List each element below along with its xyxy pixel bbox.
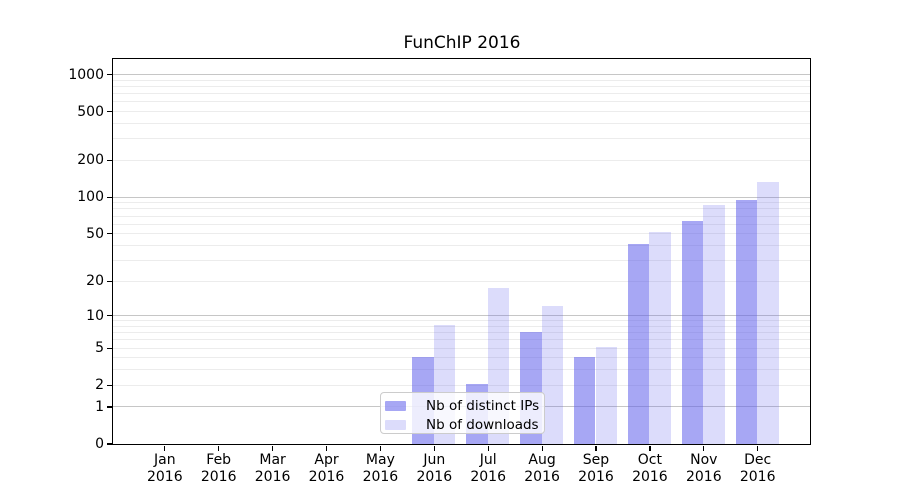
- y-tick: [107, 196, 112, 198]
- x-tick: [703, 446, 705, 451]
- y-tick: [107, 406, 112, 408]
- legend-item: Nb of downloads: [385, 417, 544, 433]
- plot-area: Nb of distinct IPs Nb of downloads: [112, 58, 811, 445]
- y-tick-label: 50: [86, 225, 104, 242]
- x-tick: [325, 446, 328, 451]
- gridline: [113, 259, 810, 261]
- x-tick: [487, 446, 489, 451]
- x-tick-label: Feb 2016: [200, 452, 237, 485]
- gridline: [113, 369, 810, 371]
- x-tick-label: Jul 2016: [470, 452, 506, 485]
- bar: [681, 221, 704, 444]
- legend-item: Nb of distinct IPs: [385, 398, 544, 414]
- y-tick: [107, 74, 112, 76]
- y-tick: [107, 443, 112, 445]
- y-tick-label: 0: [95, 435, 104, 452]
- gridline-decade: [113, 196, 810, 198]
- gridline: [113, 93, 810, 95]
- x-tick-label: May 2016: [362, 452, 399, 485]
- x-tick-label: Apr 2016: [308, 452, 345, 485]
- gridline: [113, 244, 810, 246]
- y-tick-label: 200: [77, 152, 104, 169]
- x-tick: [757, 446, 759, 451]
- x-tick: [379, 446, 382, 451]
- x-tick: [649, 446, 651, 451]
- y-tick: [107, 111, 112, 113]
- x-tick-label: Aug 2016: [524, 452, 560, 485]
- x-tick: [541, 446, 543, 451]
- x-tick-label: Sep 2016: [578, 452, 614, 485]
- bar: [595, 346, 618, 444]
- y-tick: [107, 280, 112, 282]
- gridline: [113, 122, 810, 124]
- gridline: [113, 202, 810, 204]
- gridline: [113, 223, 810, 225]
- gridline-decade: [113, 315, 810, 317]
- legend-swatch: [385, 420, 406, 430]
- gridline-decade: [113, 74, 810, 75]
- gridline: [113, 138, 810, 140]
- legend-label: Nb of distinct IPs: [426, 398, 540, 414]
- gridline: [113, 320, 810, 322]
- chart-title: FunChIP 2016: [403, 33, 521, 53]
- x-tick-label: Mar 2016: [254, 452, 291, 485]
- bar: [703, 204, 725, 444]
- y-tick-label: 5: [95, 340, 104, 356]
- y-tick-label: 1000: [68, 66, 104, 83]
- y-tick-label: 100: [77, 189, 104, 206]
- bar: [735, 200, 758, 444]
- gridline: [113, 208, 810, 210]
- bar: [541, 305, 564, 444]
- y-tick-label: 20: [86, 273, 104, 290]
- gridline: [113, 79, 810, 81]
- bar: [757, 182, 779, 444]
- x-tick: [218, 446, 220, 451]
- y-tick-label: 2: [95, 377, 104, 394]
- legend: Nb of distinct IPs Nb of downloads: [380, 392, 545, 434]
- bar: [627, 244, 650, 444]
- y-tick: [107, 159, 112, 162]
- x-tick-label: Jun 2016: [416, 452, 453, 485]
- x-tick-label: Dec 2016: [739, 452, 776, 485]
- gridline: [113, 332, 810, 334]
- x-tick-label: Nov 2016: [685, 452, 722, 485]
- y-tick-label: 10: [86, 307, 104, 324]
- x-tick: [433, 446, 435, 451]
- x-tick: [595, 446, 597, 451]
- gridline: [113, 111, 810, 112]
- y-tick: [107, 233, 112, 235]
- gridline: [113, 85, 810, 87]
- legend-swatch: [385, 401, 406, 411]
- gridline: [113, 347, 810, 349]
- bar: [573, 356, 596, 444]
- y-tick-label: 500: [77, 103, 104, 120]
- y-tick: [107, 384, 112, 386]
- y-tick: [107, 347, 112, 349]
- y-tick: [107, 315, 112, 317]
- x-tick-label: Oct 2016: [632, 452, 668, 485]
- gridline: [113, 215, 810, 217]
- gridline: [113, 233, 810, 235]
- x-tick-label: Jan 2016: [146, 452, 183, 485]
- x-tick: [164, 446, 166, 451]
- gridline: [113, 280, 810, 282]
- gridline: [113, 325, 810, 327]
- gridline: [113, 357, 810, 359]
- x-tick: [272, 446, 274, 451]
- bar: [649, 232, 671, 444]
- gridline: [113, 339, 810, 341]
- gridline: [113, 159, 810, 161]
- y-tick-label: 1: [95, 398, 104, 415]
- gridline: [113, 384, 810, 386]
- legend-label: Nb of downloads: [426, 417, 539, 433]
- gridline: [113, 101, 810, 103]
